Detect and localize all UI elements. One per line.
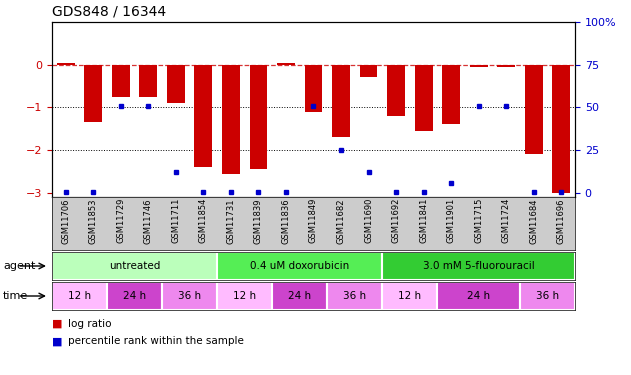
Text: GSM11682: GSM11682 (336, 198, 346, 243)
Bar (57, 63, 74, 64)
Text: GSM11684: GSM11684 (529, 198, 538, 243)
Text: GSM11711: GSM11711 (172, 198, 180, 243)
Text: 12 h: 12 h (68, 291, 91, 301)
Text: agent: agent (3, 261, 35, 271)
Text: percentile rank within the sample: percentile rank within the sample (68, 336, 244, 346)
Bar (442, 64, 460, 125)
Bar (415, 64, 433, 131)
Bar (52, 282, 107, 310)
Bar (520, 282, 575, 310)
Bar (382, 252, 575, 280)
Text: GSM11692: GSM11692 (392, 198, 401, 243)
Bar (217, 282, 272, 310)
Bar (525, 64, 543, 154)
Bar (552, 64, 570, 193)
Bar (139, 64, 157, 97)
Text: GSM11729: GSM11729 (116, 198, 126, 243)
Text: 36 h: 36 h (536, 291, 559, 301)
Text: 36 h: 36 h (343, 291, 367, 301)
Bar (222, 64, 240, 174)
Bar (277, 63, 295, 64)
Bar (437, 282, 520, 310)
Text: 24 h: 24 h (123, 291, 146, 301)
Text: GSM11696: GSM11696 (557, 198, 566, 243)
Bar (387, 64, 405, 116)
Bar (194, 64, 213, 167)
Text: ■: ■ (52, 336, 62, 346)
Text: GDS848 / 16344: GDS848 / 16344 (52, 4, 166, 18)
Text: GSM11724: GSM11724 (502, 198, 510, 243)
Text: GSM11731: GSM11731 (227, 198, 235, 243)
Bar (107, 282, 162, 310)
Text: GSM11841: GSM11841 (419, 198, 428, 243)
Text: 0.4 uM doxorubicin: 0.4 uM doxorubicin (250, 261, 350, 271)
Text: GSM11853: GSM11853 (89, 198, 98, 243)
Text: GSM11706: GSM11706 (61, 198, 70, 243)
Text: 36 h: 36 h (178, 291, 201, 301)
Bar (112, 64, 130, 97)
Text: 3.0 mM 5-fluorouracil: 3.0 mM 5-fluorouracil (423, 261, 534, 271)
Text: GSM11715: GSM11715 (474, 198, 483, 243)
Text: GSM11901: GSM11901 (447, 198, 456, 243)
Text: GSM11839: GSM11839 (254, 198, 263, 243)
Text: GSM11836: GSM11836 (281, 198, 290, 244)
Bar (52, 252, 217, 280)
Text: time: time (3, 291, 28, 301)
Bar (305, 64, 322, 112)
Text: 12 h: 12 h (233, 291, 256, 301)
Text: untreated: untreated (109, 261, 160, 271)
Bar (167, 64, 185, 103)
Text: 12 h: 12 h (398, 291, 422, 301)
Bar (85, 64, 102, 122)
Text: GSM11849: GSM11849 (309, 198, 318, 243)
Bar (360, 64, 377, 78)
Text: 24 h: 24 h (288, 291, 311, 301)
Text: log ratio: log ratio (68, 319, 111, 329)
Bar (327, 282, 382, 310)
Text: 24 h: 24 h (467, 291, 490, 301)
Text: GSM11690: GSM11690 (364, 198, 373, 243)
Bar (249, 64, 268, 169)
Bar (217, 252, 382, 280)
Text: GSM11746: GSM11746 (144, 198, 153, 243)
Text: GSM11854: GSM11854 (199, 198, 208, 243)
Text: ■: ■ (52, 319, 62, 329)
Bar (497, 64, 515, 67)
Bar (469, 64, 488, 67)
Bar (272, 282, 327, 310)
Bar (332, 64, 350, 137)
Bar (382, 282, 437, 310)
Bar (162, 282, 217, 310)
